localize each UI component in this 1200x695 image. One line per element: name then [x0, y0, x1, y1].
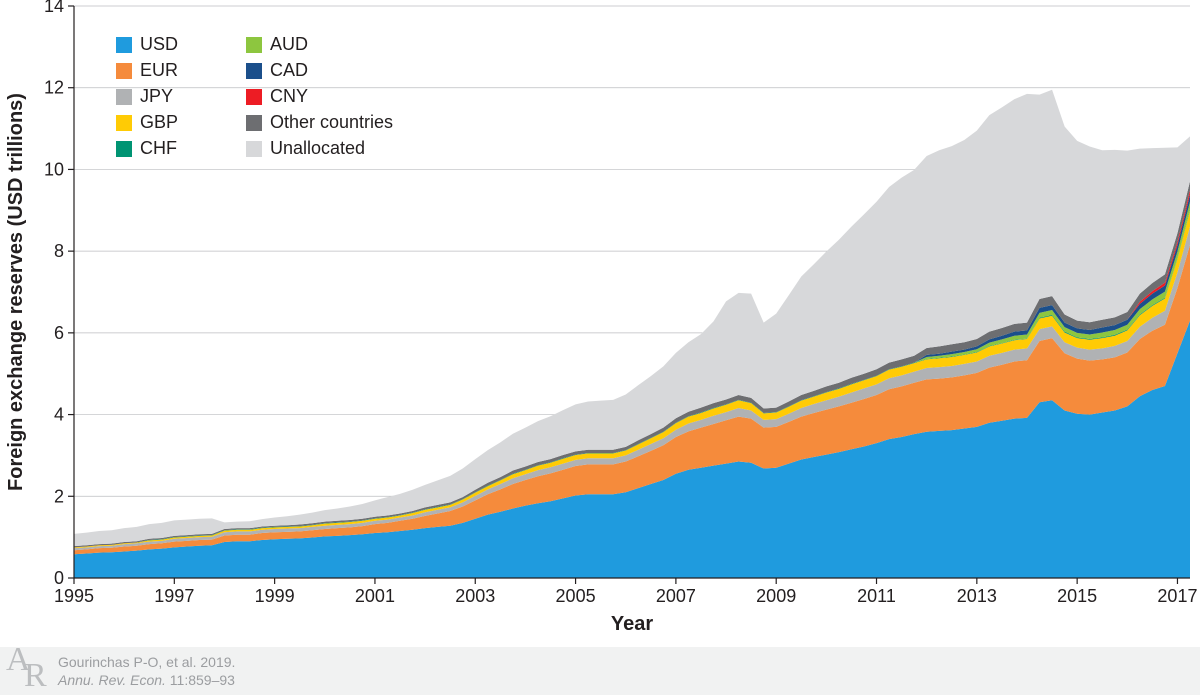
- legend-swatch-USD: [116, 37, 132, 53]
- legend-label-CAD: CAD: [270, 60, 308, 80]
- xtick-label: 2017: [1157, 586, 1197, 606]
- xtick-label: 2011: [857, 586, 896, 606]
- citation-footer: AR Gourinchas P-O, et al. 2019. Annu. Re…: [0, 647, 1200, 695]
- xtick-label: 2009: [756, 586, 796, 606]
- ytick-label: 4: [54, 405, 64, 425]
- annual-reviews-logo: AR: [6, 647, 50, 695]
- xtick-label: 2015: [1057, 586, 1097, 606]
- legend-label-AUD: AUD: [270, 34, 308, 54]
- ytick-label: 14: [44, 0, 64, 16]
- ytick-label: 10: [44, 159, 64, 179]
- xtick-label: 1997: [154, 586, 194, 606]
- legend-label-CNY: CNY: [270, 86, 308, 106]
- legend-swatch-CAD: [246, 63, 262, 79]
- x-axis-label: Year: [611, 613, 653, 635]
- legend-swatch-CNY: [246, 89, 262, 105]
- ytick-label: 12: [44, 78, 64, 98]
- legend-label-Other: Other countries: [270, 112, 393, 132]
- ytick-label: 6: [54, 323, 64, 343]
- legend-swatch-EUR: [116, 63, 132, 79]
- citation-line-2: Annu. Rev. Econ. 11:859–93: [58, 671, 235, 689]
- xtick-label: 2005: [556, 586, 596, 606]
- legend-swatch-Other: [246, 115, 262, 131]
- chart-container: 0 2 4 6 8 10 12 14 1995 1997 1999 2001 2003 2005 2007 2…: [0, 0, 1200, 695]
- stacked-area-chart: 0 2 4 6 8 10 12 14 1995 1997 1999 2001 2003 2005 2007 2…: [0, 0, 1200, 695]
- citation-line-1: Gourinchas P-O, et al. 2019.: [58, 653, 235, 671]
- legend-swatch-Unallocated: [246, 141, 262, 157]
- legend-swatch-GBP: [116, 115, 132, 131]
- legend-label-Unallocated: Unallocated: [270, 138, 365, 158]
- ytick-label: 2: [54, 486, 64, 506]
- xtick-label: 1999: [255, 586, 295, 606]
- xtick-label: 1995: [54, 586, 94, 606]
- legend-label-GBP: GBP: [140, 112, 178, 132]
- xtick-label: 2013: [957, 586, 997, 606]
- y-axis-label: Foreign exchange reserves (USD trillions…: [5, 93, 27, 491]
- legend-label-EUR: EUR: [140, 60, 178, 80]
- legend-label-JPY: JPY: [140, 86, 173, 106]
- ytick-label: 8: [54, 241, 64, 261]
- legend-swatch-JPY: [116, 89, 132, 105]
- legend-label-CHF: CHF: [140, 138, 177, 158]
- legend-swatch-CHF: [116, 141, 132, 157]
- legend-label-USD: USD: [140, 34, 178, 54]
- xtick-label: 2003: [455, 586, 495, 606]
- xtick-label: 2007: [656, 586, 696, 606]
- citation-text: Gourinchas P-O, et al. 2019. Annu. Rev. …: [58, 653, 235, 689]
- legend-swatch-AUD: [246, 37, 262, 53]
- ytick-label: 0: [54, 568, 64, 588]
- xtick-label: 2001: [355, 586, 395, 606]
